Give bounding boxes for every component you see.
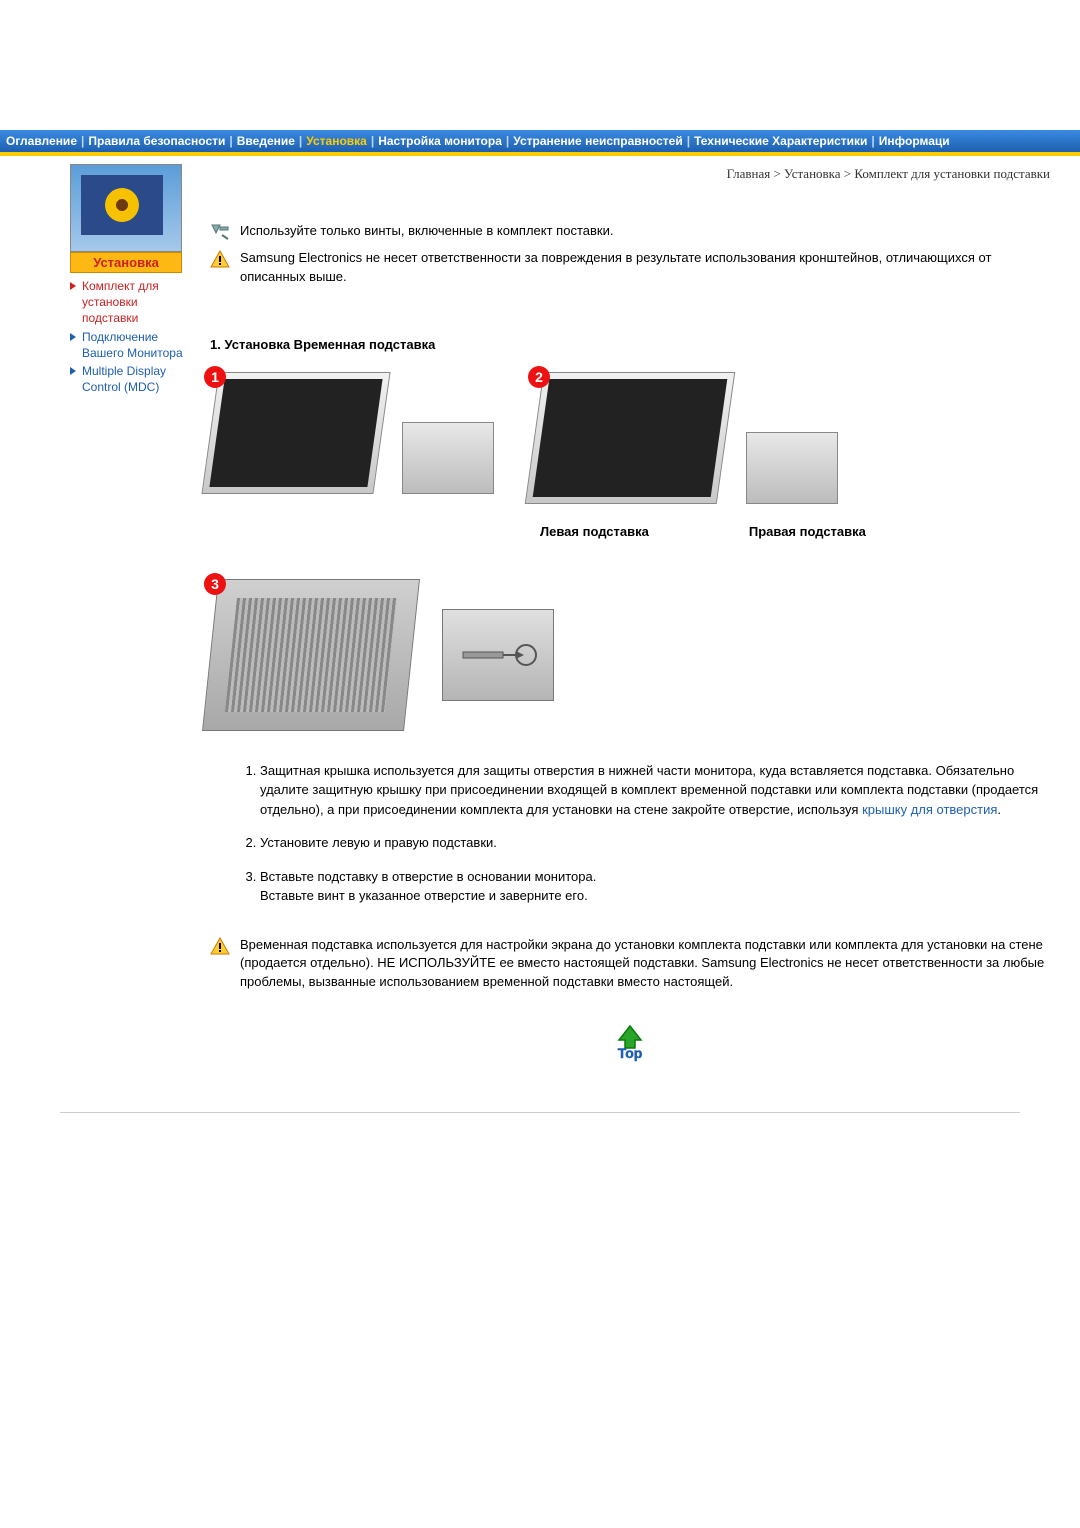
note-liability-text: Samsung Electronics не несет ответственн… [240,249,1050,287]
sidebar-item-connect[interactable]: Подключение Вашего Монитора [70,328,190,362]
main: Установка Комплект для установки подстав… [0,156,1080,1092]
figure-3: 3 [210,579,1050,731]
badge-1: 1 [204,366,226,388]
step-1: Защитная крышка используется для защиты … [260,761,1050,820]
badge-3: 3 [204,573,226,595]
warning-bottom-text: Временная подставка используется для нас… [240,936,1050,993]
figure-2: 2 [534,372,838,504]
nav-specs[interactable]: Технические Характеристики [694,134,867,148]
nav-troubleshoot[interactable]: Устранение неисправностей [513,134,682,148]
note-screws-text: Используйте только винты, включенные в к… [240,222,613,241]
sidebar-item-stand-kit[interactable]: Комплект для установки подставки [70,277,190,328]
screw-detail-image [442,609,554,701]
flower-icon [105,188,139,222]
note-liability: Samsung Electronics не несет ответственн… [210,249,1050,287]
step-2: Установите левую и правую подставки. [260,833,1050,853]
tv-side-image [525,372,736,504]
sidebar-link-mdc[interactable]: Multiple Display Control (MDC) [82,364,166,394]
thumbnail-screen [81,175,163,235]
note-screws: Используйте только винты, включенные в к… [210,222,1050,241]
step-1-text-b: . [997,802,1001,817]
nav-intro[interactable]: Введение [237,134,295,148]
top-nav: Оглавление| Правила безопасности| Введен… [0,130,1080,152]
sidebar-link-stand-kit[interactable]: Комплект для установки подставки [82,279,159,325]
page: Оглавление| Правила безопасности| Введен… [0,130,1080,1113]
figure-row-1: 1 2 [210,372,1050,504]
caption-left-stand: Левая подставка [540,524,649,539]
badge-2: 2 [528,366,550,388]
sidebar-thumbnail [70,164,182,252]
warning-icon-bottom [210,937,232,953]
warning-icon [210,250,232,266]
nav-install-active: Установка [306,134,367,148]
stand-captions: Левая подставка Правая подставка [540,524,1050,539]
nav-safety[interactable]: Правила безопасности [88,134,225,148]
sidebar-title: Установка [70,252,182,273]
back-to-top-button[interactable]: Top [605,1022,655,1062]
bracket-image-2 [746,432,838,504]
step-3: Вставьте подставку в отверстие в основан… [260,867,1050,906]
sidebar-list: Комплект для установки подставки Подключ… [70,277,190,396]
sidebar-link-connect[interactable]: Подключение Вашего Монитора [82,330,183,360]
content: Главная > Установка > Комплект для устан… [190,156,1080,1092]
bracket-image-1 [402,422,494,494]
sidebar: Установка Комплект для установки подстав… [0,156,190,1092]
top-button-label: Top [618,1045,643,1061]
bottom-separator [60,1112,1020,1113]
nav-info[interactable]: Информаци [879,134,950,148]
tv-back-panel-image [202,579,420,731]
sidebar-item-mdc[interactable]: Multiple Display Control (MDC) [70,362,190,396]
steps-list: Защитная крышка используется для защиты … [240,761,1050,906]
section-title-1: 1. Установка Временная подставка [210,337,1050,352]
step-1-link[interactable]: крышку для отверстия [862,802,997,817]
nav-contents[interactable]: Оглавление [6,134,77,148]
warning-bottom: Временная подставка используется для нас… [210,936,1050,993]
caption-right-stand: Правая подставка [749,524,866,539]
tv-front-image [201,372,390,494]
nav-setup[interactable]: Настройка монитора [378,134,502,148]
figure-1: 1 [210,372,494,504]
tool-icon [210,223,232,239]
breadcrumb: Главная > Установка > Комплект для устан… [210,166,1050,182]
